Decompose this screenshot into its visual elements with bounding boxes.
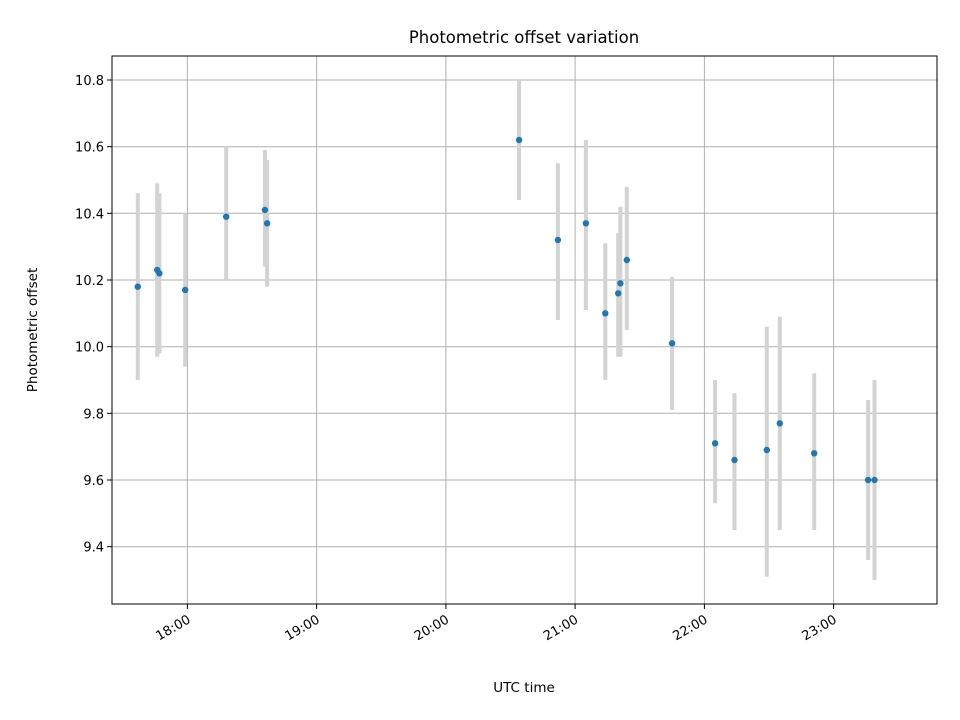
data-point [811,450,818,457]
data-point [731,456,738,464]
data-point [763,446,770,454]
data-point [711,440,719,447]
chart-title: Photometric offset variation [409,28,639,47]
grid-lines [112,56,937,604]
data-point [554,236,562,244]
y-tick-label: 10.4 [75,207,104,222]
data-point [615,290,622,297]
data-point [623,256,630,264]
data-point [582,220,590,227]
data-point [515,136,523,144]
data-point [668,340,676,347]
y-axis-label: Photometric offset [25,268,41,392]
y-axis-ticks: 9.4 9.6 9.8 10.0 10.2 10.4 10.6 10.8 [75,74,112,556]
data-point [182,286,189,294]
data-point [602,310,609,317]
data-point [261,206,269,214]
y-tick-label: 10.0 [75,341,104,356]
y-tick-label: 9.8 [83,407,104,422]
y-tick-label: 9.6 [83,474,104,489]
plot-frame [111,55,938,605]
x-axis-label: UTC time [493,680,555,696]
data-point [263,220,271,227]
data-point [864,476,872,484]
data-point [871,476,878,484]
data-point [156,270,163,277]
y-tick-label: 10.2 [75,274,104,289]
data-point [776,420,783,427]
y-tick-label: 9.4 [83,541,104,556]
data-point [617,280,624,287]
data-point [134,283,141,290]
data-points [134,136,878,484]
y-tick-label: 10.8 [75,74,104,89]
y-tick-label: 10.6 [75,141,104,156]
data-point [223,213,230,220]
